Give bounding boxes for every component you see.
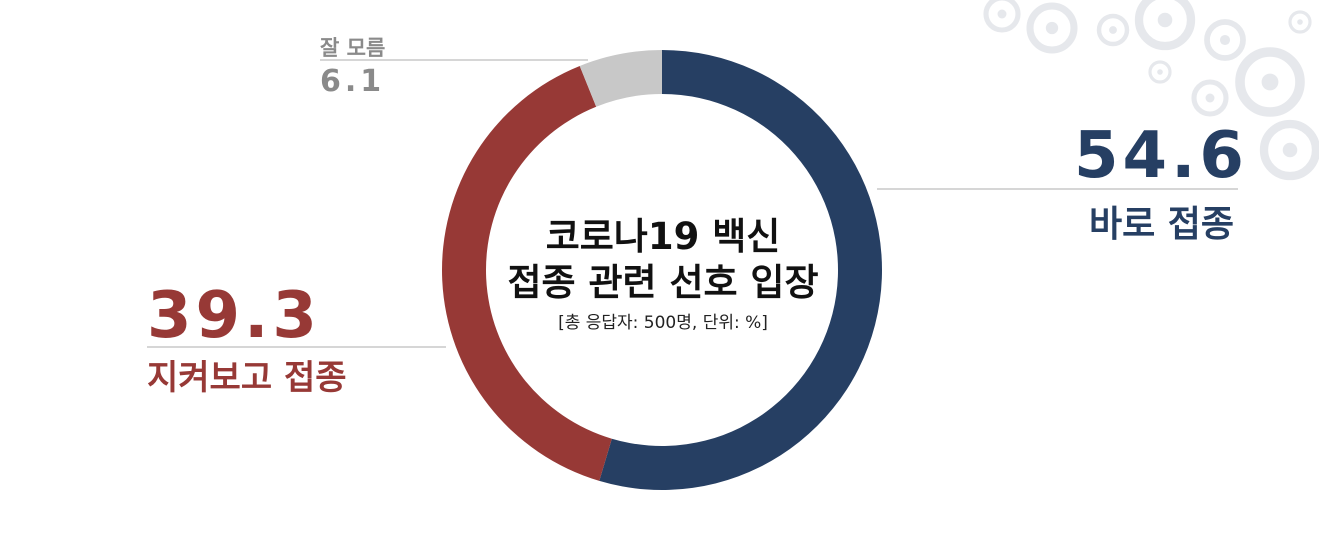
gear-icon: [1259, 119, 1319, 181]
chart-subtitle: [총 응답자: 500명, 단위: %]: [558, 313, 768, 333]
slice-label-immediate: 바로 접종: [1089, 204, 1235, 245]
gear-icon: [1026, 2, 1078, 54]
gear-icon: [1288, 10, 1312, 34]
chart-title-line-2: 접종 관련 선호 입장: [507, 261, 819, 304]
slice-unknown: [579, 50, 662, 107]
gear-icon: [1191, 79, 1229, 117]
gear-icon: [1235, 47, 1305, 117]
gear-icon: [1148, 60, 1172, 84]
slice-immediate: [599, 50, 883, 490]
slice-label-wait: 지켜보고 접종: [147, 358, 347, 398]
gear-icon: [1096, 13, 1130, 47]
slice-wait: [442, 65, 612, 481]
slice-value-immediate: 54.6: [1074, 119, 1248, 193]
gear-decoration-icon: [983, 0, 1319, 181]
slice-value-wait: 39.3: [147, 279, 321, 353]
gear-icon: [1134, 0, 1196, 51]
gear-icon: [983, 0, 1021, 33]
slice-value-unknown: 6.1: [320, 64, 386, 99]
chart-title-line-1: 코로나19 백신: [545, 215, 781, 258]
slice-label-unknown: 잘 모름: [320, 36, 386, 60]
gear-icon: [1204, 19, 1246, 61]
